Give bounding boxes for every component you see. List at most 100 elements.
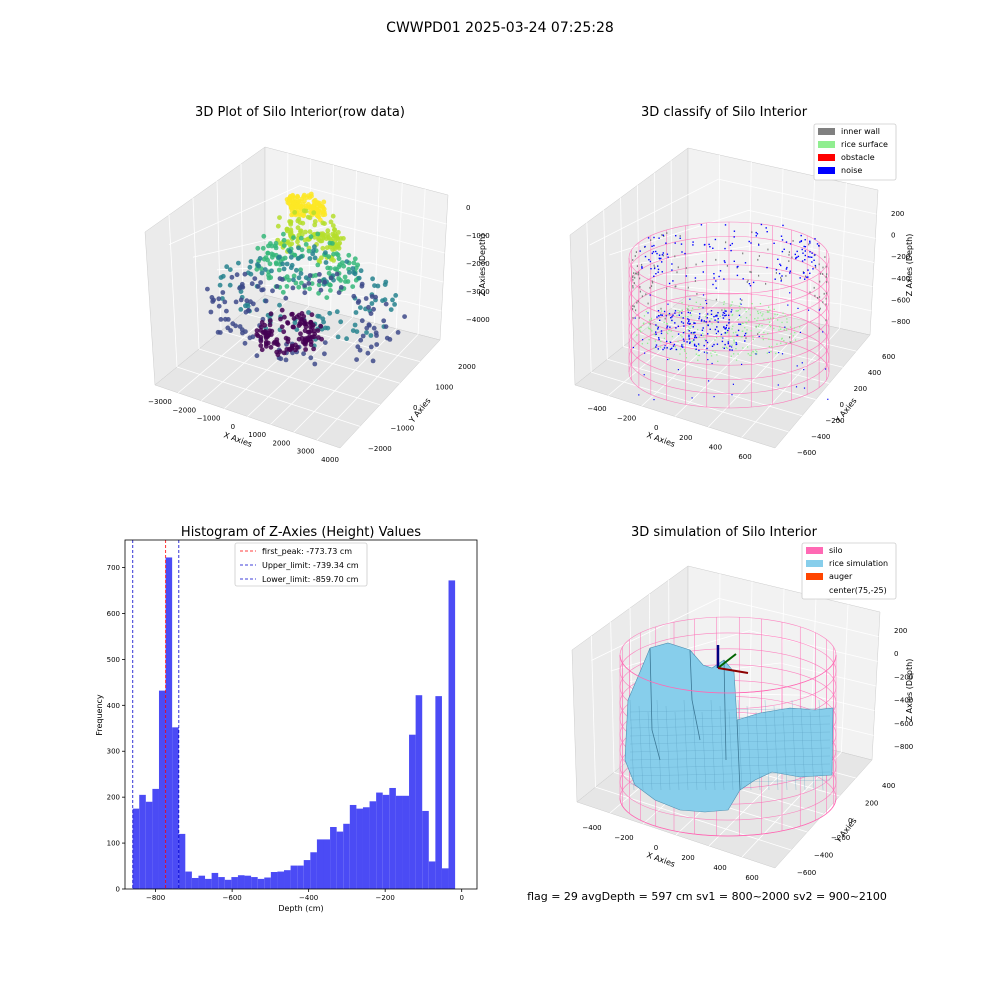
inner-wall-point <box>818 263 820 266</box>
raw-point <box>337 240 343 246</box>
rice-surface-point <box>786 327 788 330</box>
raw-point <box>340 260 345 265</box>
rice-surface-point <box>757 310 759 313</box>
rice-surface-point <box>726 331 729 334</box>
classify-y-tick-label: 400 <box>868 369 881 377</box>
noise-point <box>680 321 683 323</box>
noise-point <box>675 348 677 351</box>
raw-point <box>287 231 293 237</box>
raw-point <box>319 336 324 342</box>
classify-x-tick-label: 0 <box>654 424 658 432</box>
legend-label-rice-simulation: rice simulation <box>829 559 888 568</box>
rice-surface-point <box>670 330 672 332</box>
noise-point <box>744 340 746 342</box>
rice-surface-point <box>648 327 650 329</box>
surface-mesh-line <box>629 699 635 791</box>
rice-surface-point <box>676 315 678 317</box>
histogram-bar <box>402 795 410 889</box>
raw-point <box>303 324 309 330</box>
raw-point <box>269 268 274 274</box>
raw-point <box>278 316 283 322</box>
raw-x-tick-label: 3000 <box>297 448 315 456</box>
rice-surface-point <box>666 323 669 325</box>
raw-point <box>402 314 407 319</box>
inner-wall-point <box>641 295 643 298</box>
raw-point <box>234 272 240 278</box>
rice-surface-point <box>650 328 652 330</box>
rice-surface-point <box>716 336 718 339</box>
noise-point <box>655 344 658 346</box>
raw-point <box>270 288 275 294</box>
rice-surface-point <box>749 314 751 316</box>
rice-surface-point <box>720 336 722 338</box>
simulation-z-tick-label: 0 <box>894 650 898 658</box>
inner-wall-point <box>825 303 827 306</box>
noise-point <box>688 323 690 325</box>
noise-point <box>649 294 651 296</box>
raw-point <box>250 334 256 340</box>
rice-surface-point <box>748 319 750 321</box>
rice-surface-point <box>725 332 728 334</box>
rice-surface-point <box>769 317 772 319</box>
rice-surface-point <box>781 321 783 324</box>
noise-point <box>744 332 747 335</box>
noise-point <box>664 345 666 347</box>
noise-point <box>702 327 704 329</box>
inner-wall-point <box>823 292 825 295</box>
raw-point <box>313 272 319 278</box>
surface-mesh-line <box>629 763 831 769</box>
raw-point <box>323 250 328 256</box>
rice-surface-point <box>783 329 785 331</box>
rice-surface-point <box>741 322 743 324</box>
raw-point <box>265 250 271 256</box>
noise-point <box>724 261 726 264</box>
raw-z-tick-label: −3000 <box>466 288 490 296</box>
histogram-bar <box>205 878 212 889</box>
histogram-y-tick-label: 500 <box>107 656 120 664</box>
raw-point <box>224 264 230 270</box>
noise-point <box>811 252 813 254</box>
noise-point <box>802 252 804 254</box>
raw-point <box>285 320 290 325</box>
rice-surface-point <box>755 326 757 328</box>
inner-wall-point <box>765 282 767 285</box>
rice-surface-point <box>704 338 706 340</box>
simulation-x-axis-label: X Axies <box>645 850 676 869</box>
inner-wall-point <box>822 301 824 304</box>
classify-z-ticks: −800 −600 −400 −200 0 200 <box>891 210 910 326</box>
raw-point <box>244 298 250 304</box>
inner-wall-point <box>679 235 681 237</box>
surface-mesh-line <box>728 711 734 791</box>
rice-surface-point <box>668 329 670 332</box>
raw-point <box>255 284 261 289</box>
raw-point <box>233 299 239 305</box>
noise-point <box>755 235 757 237</box>
noise-point <box>706 302 708 305</box>
gridline <box>270 322 375 425</box>
raw-point <box>298 271 304 276</box>
surface-mesh-line <box>755 711 761 791</box>
noise-point <box>775 269 778 271</box>
rice-surface-point <box>728 339 730 341</box>
raw-point <box>274 284 280 289</box>
rice-surface-point <box>656 325 658 327</box>
histogram-bar <box>224 879 232 889</box>
gridline <box>168 185 447 245</box>
raw-point <box>350 328 356 333</box>
histogram-bar <box>218 877 225 889</box>
rice-surface-point <box>785 329 788 331</box>
noise-point <box>657 271 659 273</box>
raw-point <box>371 325 377 331</box>
raw-point <box>390 297 395 303</box>
noise-point <box>658 254 661 256</box>
auger-arrow-green <box>717 653 737 669</box>
rice-surface-point <box>781 337 783 339</box>
raw-point <box>330 223 336 229</box>
raw-point <box>261 233 267 239</box>
surface-mesh-line <box>800 705 806 791</box>
noise-point <box>685 275 687 277</box>
rice-surface-point <box>643 315 646 317</box>
raw-point <box>308 355 314 361</box>
noise-point <box>702 271 704 273</box>
raw-point <box>334 251 340 257</box>
